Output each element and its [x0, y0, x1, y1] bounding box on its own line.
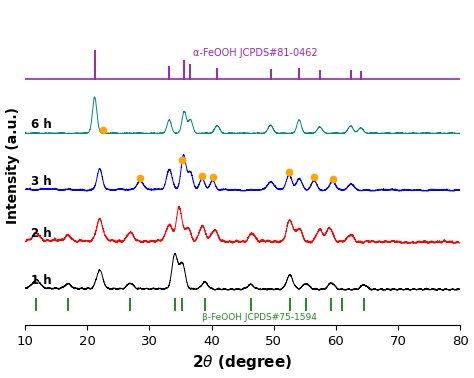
- Text: 2 h: 2 h: [31, 228, 52, 240]
- Y-axis label: Intensity (a.u.): Intensity (a.u.): [6, 107, 19, 224]
- Text: 6 h: 6 h: [31, 118, 52, 131]
- Text: α-FeOOH JCPDS#81-0462: α-FeOOH JCPDS#81-0462: [192, 48, 317, 58]
- X-axis label: 2$\theta$ (degree): 2$\theta$ (degree): [192, 353, 293, 372]
- Text: 3 h: 3 h: [31, 175, 52, 188]
- Text: 1 h: 1 h: [31, 274, 52, 287]
- Text: β-FeOOH JCPDS#75-1594: β-FeOOH JCPDS#75-1594: [202, 313, 317, 322]
